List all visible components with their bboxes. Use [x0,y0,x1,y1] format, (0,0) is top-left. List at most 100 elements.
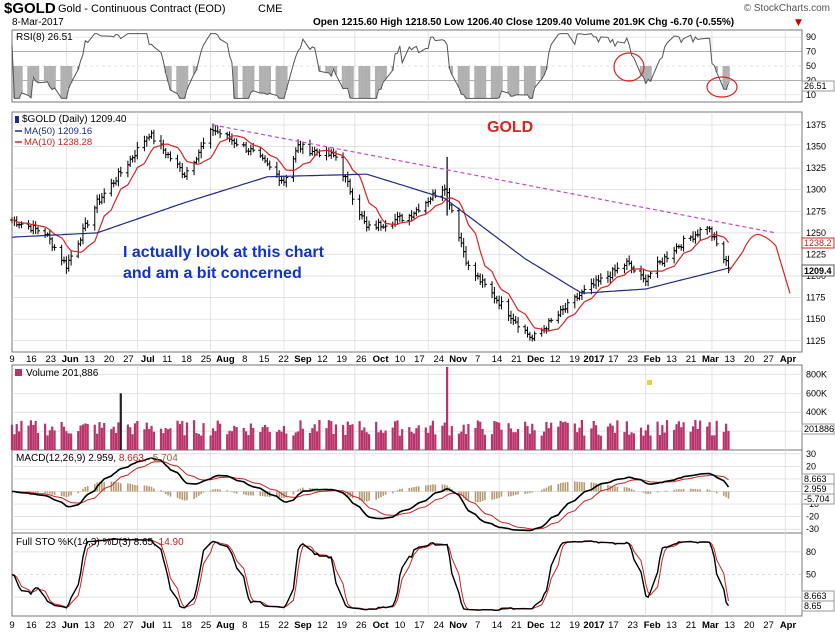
volume-bar [663,432,666,450]
price-bar [482,278,487,288]
volume-bar [143,429,146,450]
volume-bar [278,429,281,450]
sto-tick: 80 [806,547,816,557]
resistance-trendline [212,124,776,234]
volume-bar [514,432,517,450]
x-tick-label: 13 [84,354,95,365]
x-tick-label: 11 [162,354,172,365]
volume-bar [547,428,550,450]
x-tick-label: 12 [317,620,328,631]
price-tick: 1325 [806,163,826,173]
volume-marker [647,380,652,385]
price-tick: 1175 [806,293,825,303]
ma10-value-flag: 1238.2 [801,237,835,249]
x-tick-label: 12 [550,354,561,365]
volume-bar [382,432,385,450]
volume-bar [460,431,463,450]
volume-bar [46,435,49,450]
macd-legend: MACD(12,26,9) 2.959, 8.663, -5.704 [16,453,178,464]
volume-bar [377,432,380,450]
macd-tick: 20 [806,461,816,471]
volume-bar [625,421,628,450]
volume-bar [351,424,354,450]
volume-bar [632,433,636,450]
volume-bar [727,430,730,450]
volume-bar [53,430,56,450]
volume-bar [195,432,198,450]
volume-bar [557,426,560,450]
volume-bar [493,421,496,450]
volume-bar [443,422,446,450]
price-bar [118,166,123,177]
volume-bar [228,430,231,450]
volume-bar [32,424,35,450]
price-tick: 1150 [806,314,825,324]
volume-bar [722,431,725,450]
price-bar [499,296,504,310]
volume-bar [408,427,411,450]
volume-bar [235,427,238,450]
volume-bar [110,429,113,450]
volume-bar [616,420,619,450]
x-tick-label: Apr [780,354,797,365]
x-tick-label: Sep [294,354,312,365]
x-tick-label: Mar [702,620,719,631]
svg-text:201886: 201886 [804,424,834,434]
price-bar [52,244,57,251]
volume-bar [656,421,659,450]
x-tick-label: 9 [9,620,14,631]
volume-bar [431,420,435,450]
x-tick-label: Mar [702,354,719,365]
x-tick-label: Apr [780,620,797,631]
volume-bar [67,433,70,450]
volume-bar [592,420,595,450]
svg-text:-5.704: -5.704 [804,494,830,504]
volume-bar [176,420,179,450]
volume-bar [332,433,335,450]
volume-bar [268,432,271,450]
volume-bar [315,431,319,450]
ohlc-summary: Open 1215.60 High 1218.50 Low 1206.40 Cl… [313,17,734,28]
volume-tick: 400K [806,407,827,417]
volume-bar [148,429,151,450]
volume-bar [689,431,692,450]
x-tick-label: 27 [123,620,134,631]
volume-bar [100,427,103,450]
volume-bar [639,427,643,450]
volume-bar [490,434,494,450]
volume-bar [192,420,196,450]
price-bar [665,251,670,263]
volume-bar [209,435,212,450]
rsi-circle-1 [613,52,645,82]
x-tick-label: 21 [511,620,522,631]
x-tick-label: 8 [242,620,247,631]
x-axis-labels: 9 16 23 Jun 13 20 27 Jul 11 18 25 Aug 8 15 22 Sep 12 19 26… [9,354,796,365]
price-legend-swatch [15,116,19,123]
volume-bar [197,433,200,450]
x-tick-label: 13 [666,354,677,365]
price-bar [267,160,272,171]
volume-bar [20,420,23,450]
volume-bar [202,423,205,450]
volume-bar [136,420,139,450]
volume-bar [216,420,219,450]
volume-bar [15,424,18,450]
volume-bar [341,425,345,450]
price-tick: 1350 [806,142,826,152]
volume-bar [429,425,432,450]
volume-bar [658,435,662,450]
volume-bar [524,421,527,450]
volume-bar [694,419,697,450]
volume-bar [412,433,416,450]
volume-bar [259,431,262,450]
price-bar [201,137,206,150]
volume-series [10,366,730,450]
volume-bar [699,420,702,450]
volume-bar [677,421,680,450]
price-bar [36,226,41,235]
watermark: © StockCharts.com [744,3,830,14]
volume-bar [661,425,664,450]
volume-bar [245,431,248,450]
volume-bar [150,425,153,450]
volume-bar [509,428,513,450]
